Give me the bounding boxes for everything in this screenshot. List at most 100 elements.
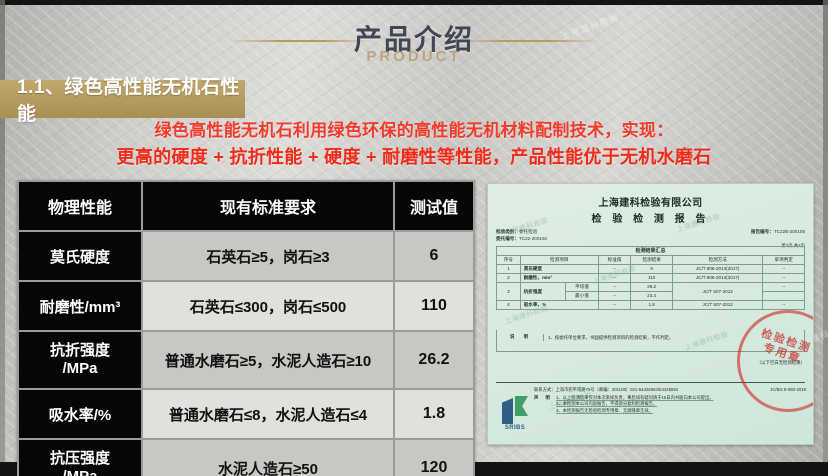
report-cell-verdict: --: [762, 273, 805, 283]
report-no-label: 报告编号：: [750, 229, 774, 234]
report-decl-line: 3、本检测报告无检验检测专用章、无骑缝章无效。: [556, 407, 653, 413]
report-cell-verdict: --: [762, 300, 805, 310]
test-report-image: 上海建科检验 上海建科检验 上海建科检验 上海建科检验 上海建科检验 上海建科检…: [487, 183, 814, 445]
report-cell-sub: 平均值: [565, 282, 599, 292]
cell-standard: 石英石≤300，岗石≤500: [143, 282, 393, 330]
report-entrust-label: 委托编号：: [496, 236, 519, 241]
report-cell-std: --: [597, 264, 632, 274]
page-title: 产品介绍: [353, 24, 474, 55]
table-row: 莫氏硬度 石英石≥5，岗石≥3 6: [19, 232, 473, 280]
right-edge-bar: [823, 0, 828, 476]
report-sample-label: 检验类别：: [496, 229, 519, 234]
section-title-text: 1.1、绿色高性能无机石性能: [17, 77, 240, 125]
cell-value: 120: [395, 440, 473, 476]
report-table-caption: 检测结果汇总: [496, 246, 805, 256]
report-decl-line: 2、本检测本公司内容报告，不得部分复制检测报告。: [556, 401, 658, 407]
report-cell-result: 23.4: [630, 291, 673, 301]
page-subtitle: PRODUCT: [366, 48, 462, 65]
cell-standard: 石英石≥5，岗石≥3: [143, 232, 393, 280]
lead-line-2: 更高的硬度 + 抗折性能 + 硬度 + 耐磨性等性能，产品性能优于无机水磨石: [116, 147, 712, 167]
table-header-row: 物理性能 现有标准要求 测试值: [19, 182, 473, 230]
cell-property: 抗折强度 /MPa: [19, 332, 141, 388]
report-col-method: 检测方法: [671, 255, 764, 265]
sribs-logo: SRIBS: [496, 396, 534, 431]
report-table-row: 1 莫氏硬度 -- 6 JC/T 908-2013(2017) --: [496, 264, 805, 274]
report-col-result: 检测结果: [630, 255, 673, 265]
lead-line-1: 绿色高性能无机石利用绿色环保的高性能无机材料配制技术，实现：: [154, 121, 674, 140]
report-cell-verdict: --: [762, 264, 805, 274]
report-cell-item: 抗折强度: [519, 282, 567, 301]
report-cell-result: 6: [630, 264, 673, 274]
report-cell-verdict: --: [762, 282, 805, 292]
report-cell-no: 3: [496, 282, 521, 301]
report-cell-std: --: [597, 291, 632, 301]
report-result-table: 检测结果汇总 序号 检测项目 标准值 检测结果 检测方法 单项判定 1 莫氏硬度…: [496, 246, 805, 310]
cell-property: 吸水率/%: [19, 390, 141, 438]
report-company-name: 上海建科检验有限公司: [598, 198, 703, 209]
table-row: 吸水率/% 普通水磨石≤8，水泥人造石≤4 1.8: [19, 390, 473, 438]
report-cell-sub: 最小值: [565, 291, 599, 301]
cell-value: 26.2: [395, 332, 473, 388]
report-note-text: 1、按委托单位要求，书面提供检测项目的检测结果，不作判定。: [543, 334, 802, 341]
column-header-property: 物理性能: [19, 182, 141, 230]
report-no-value: TC22B-200105: [773, 229, 805, 234]
column-header-standard: 现有标准要求: [143, 182, 393, 230]
report-table-header-row: 序号 检测项目 标准值 检测结果 检测方法 单项判定: [496, 255, 805, 265]
top-edge-bar: [0, 0, 828, 5]
report-cell-no: 4: [496, 300, 521, 310]
report-col-no: 序号: [496, 255, 521, 265]
report-meta: 检验类别：委托检验 报告编号：TC22B-200105 委托编号：TC22-20…: [496, 228, 805, 249]
official-stamp-icon: 检验检测专用章: [737, 310, 813, 412]
report-sample-value: 委托检验: [518, 229, 538, 234]
sribs-logo-text: SRIBS: [504, 425, 526, 431]
report-table-row: 4 吸水率，% -- 1.8 JC/T 507-2012 --: [496, 300, 805, 310]
header-rule-right: [454, 40, 600, 42]
report-cell-method: JC/T 908-2013(2017): [671, 273, 764, 283]
report-cell-item: 吸水率，%: [519, 300, 599, 310]
report-page-info: 第2页 共2页: [781, 243, 805, 248]
report-cell-verdict: [762, 291, 805, 301]
report-cell-method: JC/T 507-2012: [671, 300, 764, 310]
report-cell-item: 耐磨性，mm³: [519, 273, 599, 283]
report-divider: [496, 382, 805, 383]
header-rule-left: [228, 40, 374, 42]
report-col-std: 标准值: [597, 255, 632, 265]
report-note-key: 说 明: [509, 334, 532, 339]
report-cell-no: 2: [496, 273, 521, 283]
cell-property: 耐磨性/mm³: [19, 282, 141, 330]
report-table-row: 2 耐磨性，mm³ -- 110 JC/T 908-2013(2017) --: [496, 273, 805, 283]
report-cell-std: --: [597, 273, 632, 283]
report-cell-std: --: [597, 282, 632, 292]
report-contact: 联系方式：上海市宛平南路75号（邮编：201108）021-54426584/5…: [534, 387, 679, 392]
report-table-row: 3 抗折强度 平均值 -- 26.2 JC/T 507-2012 --: [496, 282, 805, 301]
cell-value: 1.8: [395, 390, 473, 438]
cell-property-line1: 抗压强度: [49, 450, 110, 467]
performance-table: 物理性能 现有标准要求 测试值 莫氏硬度 石英石≥5，岗石≥3 6 耐磨性/mm…: [17, 180, 475, 476]
section-title-bar: 1.1、绿色高性能无机石性能: [0, 77, 245, 125]
report-cell-std: --: [597, 300, 632, 310]
cell-standard: 水泥人造石≥50: [143, 440, 393, 476]
table-row: 抗折强度 /MPa 普通水磨石≥5，水泥人造石≥10 26.2: [19, 332, 473, 388]
left-edge-bar: [0, 0, 5, 476]
cell-property-line2: /MPa: [19, 468, 141, 476]
report-decl-line: 1、以上检测结果仅对本次来样负责，事后如有疑问请于15日内书面向本公司提出。: [556, 394, 714, 400]
report-title: 检 验 检 测 报 告: [591, 214, 710, 225]
report-col-item: 检测项目: [519, 255, 599, 265]
lead-text-block: 绿色高性能无机石利用绿色环保的高性能无机材料配制技术，实现： 更高的硬度 + 抗…: [0, 120, 828, 169]
report-cell-result: 26.2: [630, 282, 673, 292]
cell-standard: 普通水磨石≥5，水泥人造石≥10: [143, 332, 393, 388]
cell-standard: 普通水磨石≤8，水泥人造石≤4: [143, 390, 393, 438]
report-cell-item: 莫氏硬度: [519, 264, 599, 274]
cell-property-line1: 抗折强度: [49, 342, 110, 359]
cell-property: 莫氏硬度: [19, 232, 141, 280]
report-cell-method: JC/T 908-2013(2017): [671, 264, 764, 274]
table-row: 耐磨性/mm³ 石英石≤300，岗石≤500 110: [19, 282, 473, 330]
cell-property-line2: /MPa: [62, 360, 98, 377]
slide-header: 产品介绍 PRODUCT: [0, 14, 828, 70]
report-decl-key: 声 明: [534, 394, 553, 400]
official-stamp-text: 检验检测专用章: [759, 327, 813, 366]
cell-property: 抗压强度 /MPa: [19, 440, 141, 476]
report-cell-result: 1.8: [630, 300, 673, 310]
report-cell-no: 1: [496, 264, 521, 274]
